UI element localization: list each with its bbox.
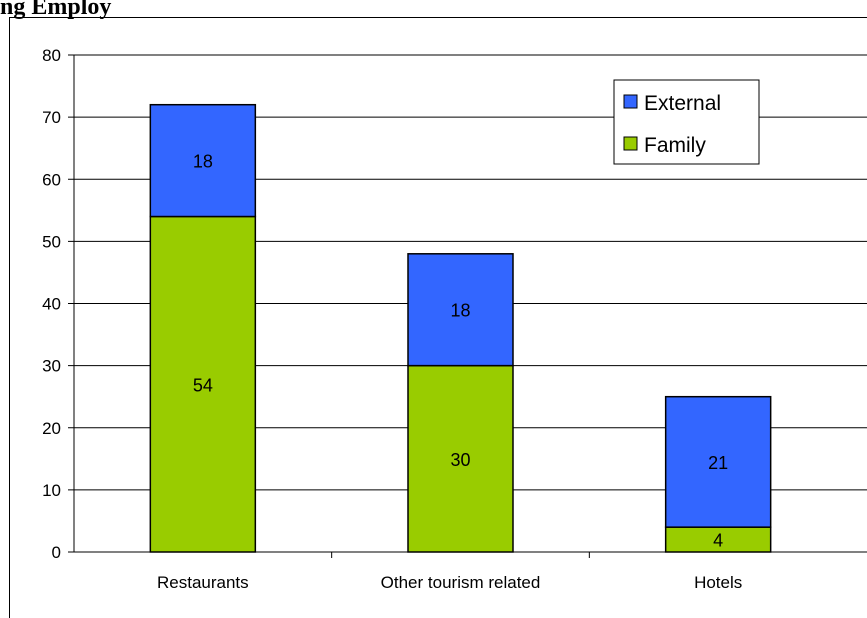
bar-external xyxy=(407,253,514,367)
data-label-family: 54 xyxy=(193,375,213,395)
legend: External Family xyxy=(613,79,760,165)
legend-label-family: Family xyxy=(644,134,706,157)
y-tick-label-60: 60 xyxy=(42,170,61,189)
chart-heading: ng Employ xyxy=(0,0,112,20)
y-tick-label-20: 20 xyxy=(42,419,61,438)
y-tick-label-0: 0 xyxy=(52,543,61,562)
y-tick-label-50: 50 xyxy=(42,232,61,251)
x-category-label: Restaurants xyxy=(157,573,249,592)
bar-family xyxy=(407,364,514,553)
axes: 0 10 20 30 40 50 60 70 80 Restaurants Other touris… xyxy=(42,46,867,592)
y-tick-label-40: 40 xyxy=(42,295,61,314)
legend-box xyxy=(613,79,760,165)
y-tick-label-30: 30 xyxy=(42,357,61,376)
chart-frame xyxy=(9,17,867,618)
data-label-external: 21 xyxy=(708,453,728,473)
legend-swatch-family xyxy=(623,136,638,151)
bar-external xyxy=(664,395,772,528)
data-labels: 54 18 30 18 4 21 xyxy=(193,152,728,551)
data-label-external: 18 xyxy=(450,301,470,321)
data-label-family: 30 xyxy=(450,450,470,470)
bar-external xyxy=(149,103,257,218)
bar-family xyxy=(149,215,257,553)
x-category-label: Hotels xyxy=(694,573,742,592)
data-label-family: 4 xyxy=(713,531,723,551)
legend-swatch-external xyxy=(623,94,638,109)
legend-label-external: External xyxy=(644,92,721,115)
bars xyxy=(149,103,772,553)
y-tick-label-10: 10 xyxy=(42,481,61,500)
data-label-external: 18 xyxy=(193,152,213,172)
x-category-label: Other tourism related xyxy=(381,573,541,592)
y-tick-label-80: 80 xyxy=(42,46,61,65)
y-tick-label-70: 70 xyxy=(42,108,61,127)
